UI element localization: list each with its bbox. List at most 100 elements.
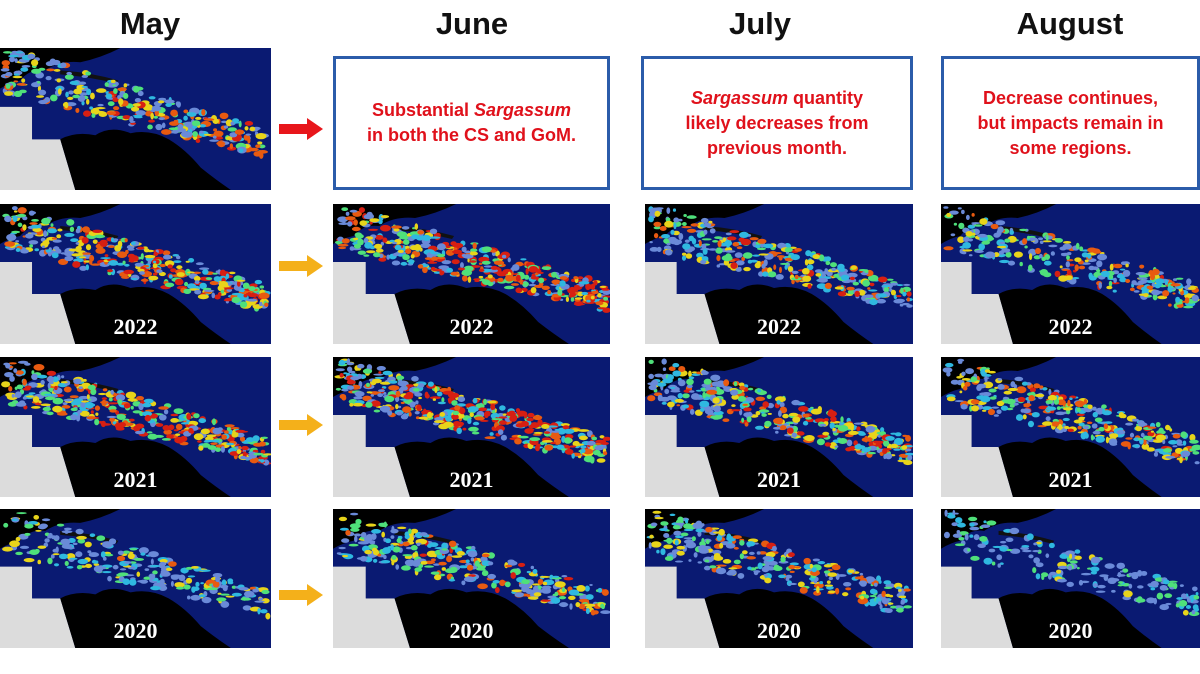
sargassum-patch [541, 424, 550, 429]
sargassum-patch [34, 548, 40, 554]
sargassum-patch [175, 101, 179, 107]
sargassum-patch [374, 376, 385, 380]
sargassum-patch [400, 261, 408, 266]
sargassum-patch [213, 128, 218, 132]
sargassum-patch [1137, 420, 1146, 427]
sargassum-patch [722, 237, 727, 243]
sargassum-patch [260, 459, 265, 463]
sargassum-patch [427, 261, 438, 264]
sargassum-patch [358, 207, 366, 213]
sargassum-patch [659, 528, 669, 532]
sargassum-patch [856, 426, 861, 432]
sargassum-patch [211, 292, 216, 299]
sargassum-patch [374, 243, 383, 249]
sargassum-patch [439, 270, 445, 276]
sargassum-patch [15, 247, 21, 252]
sargassum-patch [536, 443, 541, 448]
sargassum-patch [105, 93, 113, 99]
sargassum-patch [887, 602, 894, 605]
sargassum-patch [732, 535, 742, 539]
sargassum-patch [429, 236, 441, 239]
sargassum-patch [964, 533, 969, 541]
sargassum-patch [540, 599, 551, 602]
sargassum-patch [366, 250, 376, 254]
sargassum-patch [83, 110, 92, 117]
sargassum-patch [980, 395, 991, 403]
sargassum-patch [515, 287, 523, 294]
column-title-may: May [119, 6, 181, 41]
sargassum-patch [970, 399, 980, 405]
sargassum-patch [561, 575, 568, 578]
sargassum-patch [1095, 407, 1104, 415]
sargassum-patch [350, 512, 359, 516]
sargassum-patch [979, 218, 988, 225]
sargassum-patch [758, 271, 764, 277]
sargassum-patch [710, 374, 721, 381]
sargassum-patch [28, 240, 39, 245]
sargassum-patch [537, 271, 544, 274]
sargassum-patch [840, 274, 850, 281]
sargassum-patch [794, 566, 801, 569]
sargassum-patch [81, 85, 88, 88]
sargassum-patch [969, 526, 980, 531]
sargassum-patch [457, 396, 466, 402]
sargassum-patch [170, 418, 179, 423]
sargassum-patch [378, 389, 386, 392]
sargassum-patch [789, 570, 795, 573]
sargassum-patch [481, 553, 490, 558]
sargassum-patch [961, 378, 971, 381]
sargassum-patch [983, 557, 993, 565]
sargassum-patch [1167, 580, 1178, 583]
sargassum-patch [110, 389, 115, 395]
sargassum-patch [51, 252, 59, 259]
sargassum-patch [37, 80, 41, 84]
sargassum-patch [226, 426, 232, 432]
sargassum-patch [1125, 263, 1129, 268]
sargassum-patch [38, 100, 48, 105]
sargassum-patch [785, 574, 793, 579]
sargassum-patch [12, 400, 19, 404]
sargassum-patch [152, 570, 158, 575]
sargassum-patch [1041, 240, 1052, 243]
sargassum-patch [537, 419, 543, 426]
sargassum-map-august-2022: 2022 [941, 204, 1200, 344]
sargassum-patch [119, 568, 127, 571]
sargassum-patch [243, 290, 249, 294]
sargassum-patch [1162, 448, 1172, 453]
sargassum-patch [823, 418, 829, 422]
sargassum-patch [175, 255, 181, 260]
sargassum-patch [648, 373, 655, 379]
sargassum-patch [354, 535, 358, 543]
sargassum-patch [364, 242, 373, 249]
sargassum-patch [25, 233, 34, 239]
sargassum-patch [942, 367, 953, 373]
sargassum-patch [164, 282, 175, 288]
sargassum-patch [801, 268, 810, 275]
sargassum-patch [510, 414, 518, 420]
sargassum-patch [1080, 572, 1092, 576]
sargassum-patch [244, 590, 255, 598]
sargassum-patch [15, 370, 24, 375]
sargassum-patch [507, 559, 515, 564]
sargassum-patch [148, 551, 159, 558]
sargassum-patch [86, 88, 92, 96]
sargassum-patch [180, 422, 190, 425]
sargassum-patch [391, 225, 402, 229]
sargassum-patch [674, 539, 679, 546]
sargassum-patch [427, 381, 434, 387]
sargassum-patch [1169, 428, 1173, 432]
sargassum-patch [56, 523, 65, 527]
sargassum-patch [550, 442, 557, 445]
sargassum-patch [354, 391, 365, 397]
sargassum-patch [21, 78, 26, 83]
sargassum-patch [147, 433, 158, 440]
sargassum-patch [988, 370, 996, 374]
sargassum-patch [184, 121, 195, 126]
sargassum-patch [1095, 590, 1106, 593]
sargassum-patch [807, 283, 812, 289]
sargassum-patch [541, 587, 551, 594]
sargassum-patch [46, 68, 55, 72]
sargassum-patch [1, 381, 11, 388]
sargassum-patch [764, 564, 770, 571]
sargassum-patch [123, 403, 131, 409]
